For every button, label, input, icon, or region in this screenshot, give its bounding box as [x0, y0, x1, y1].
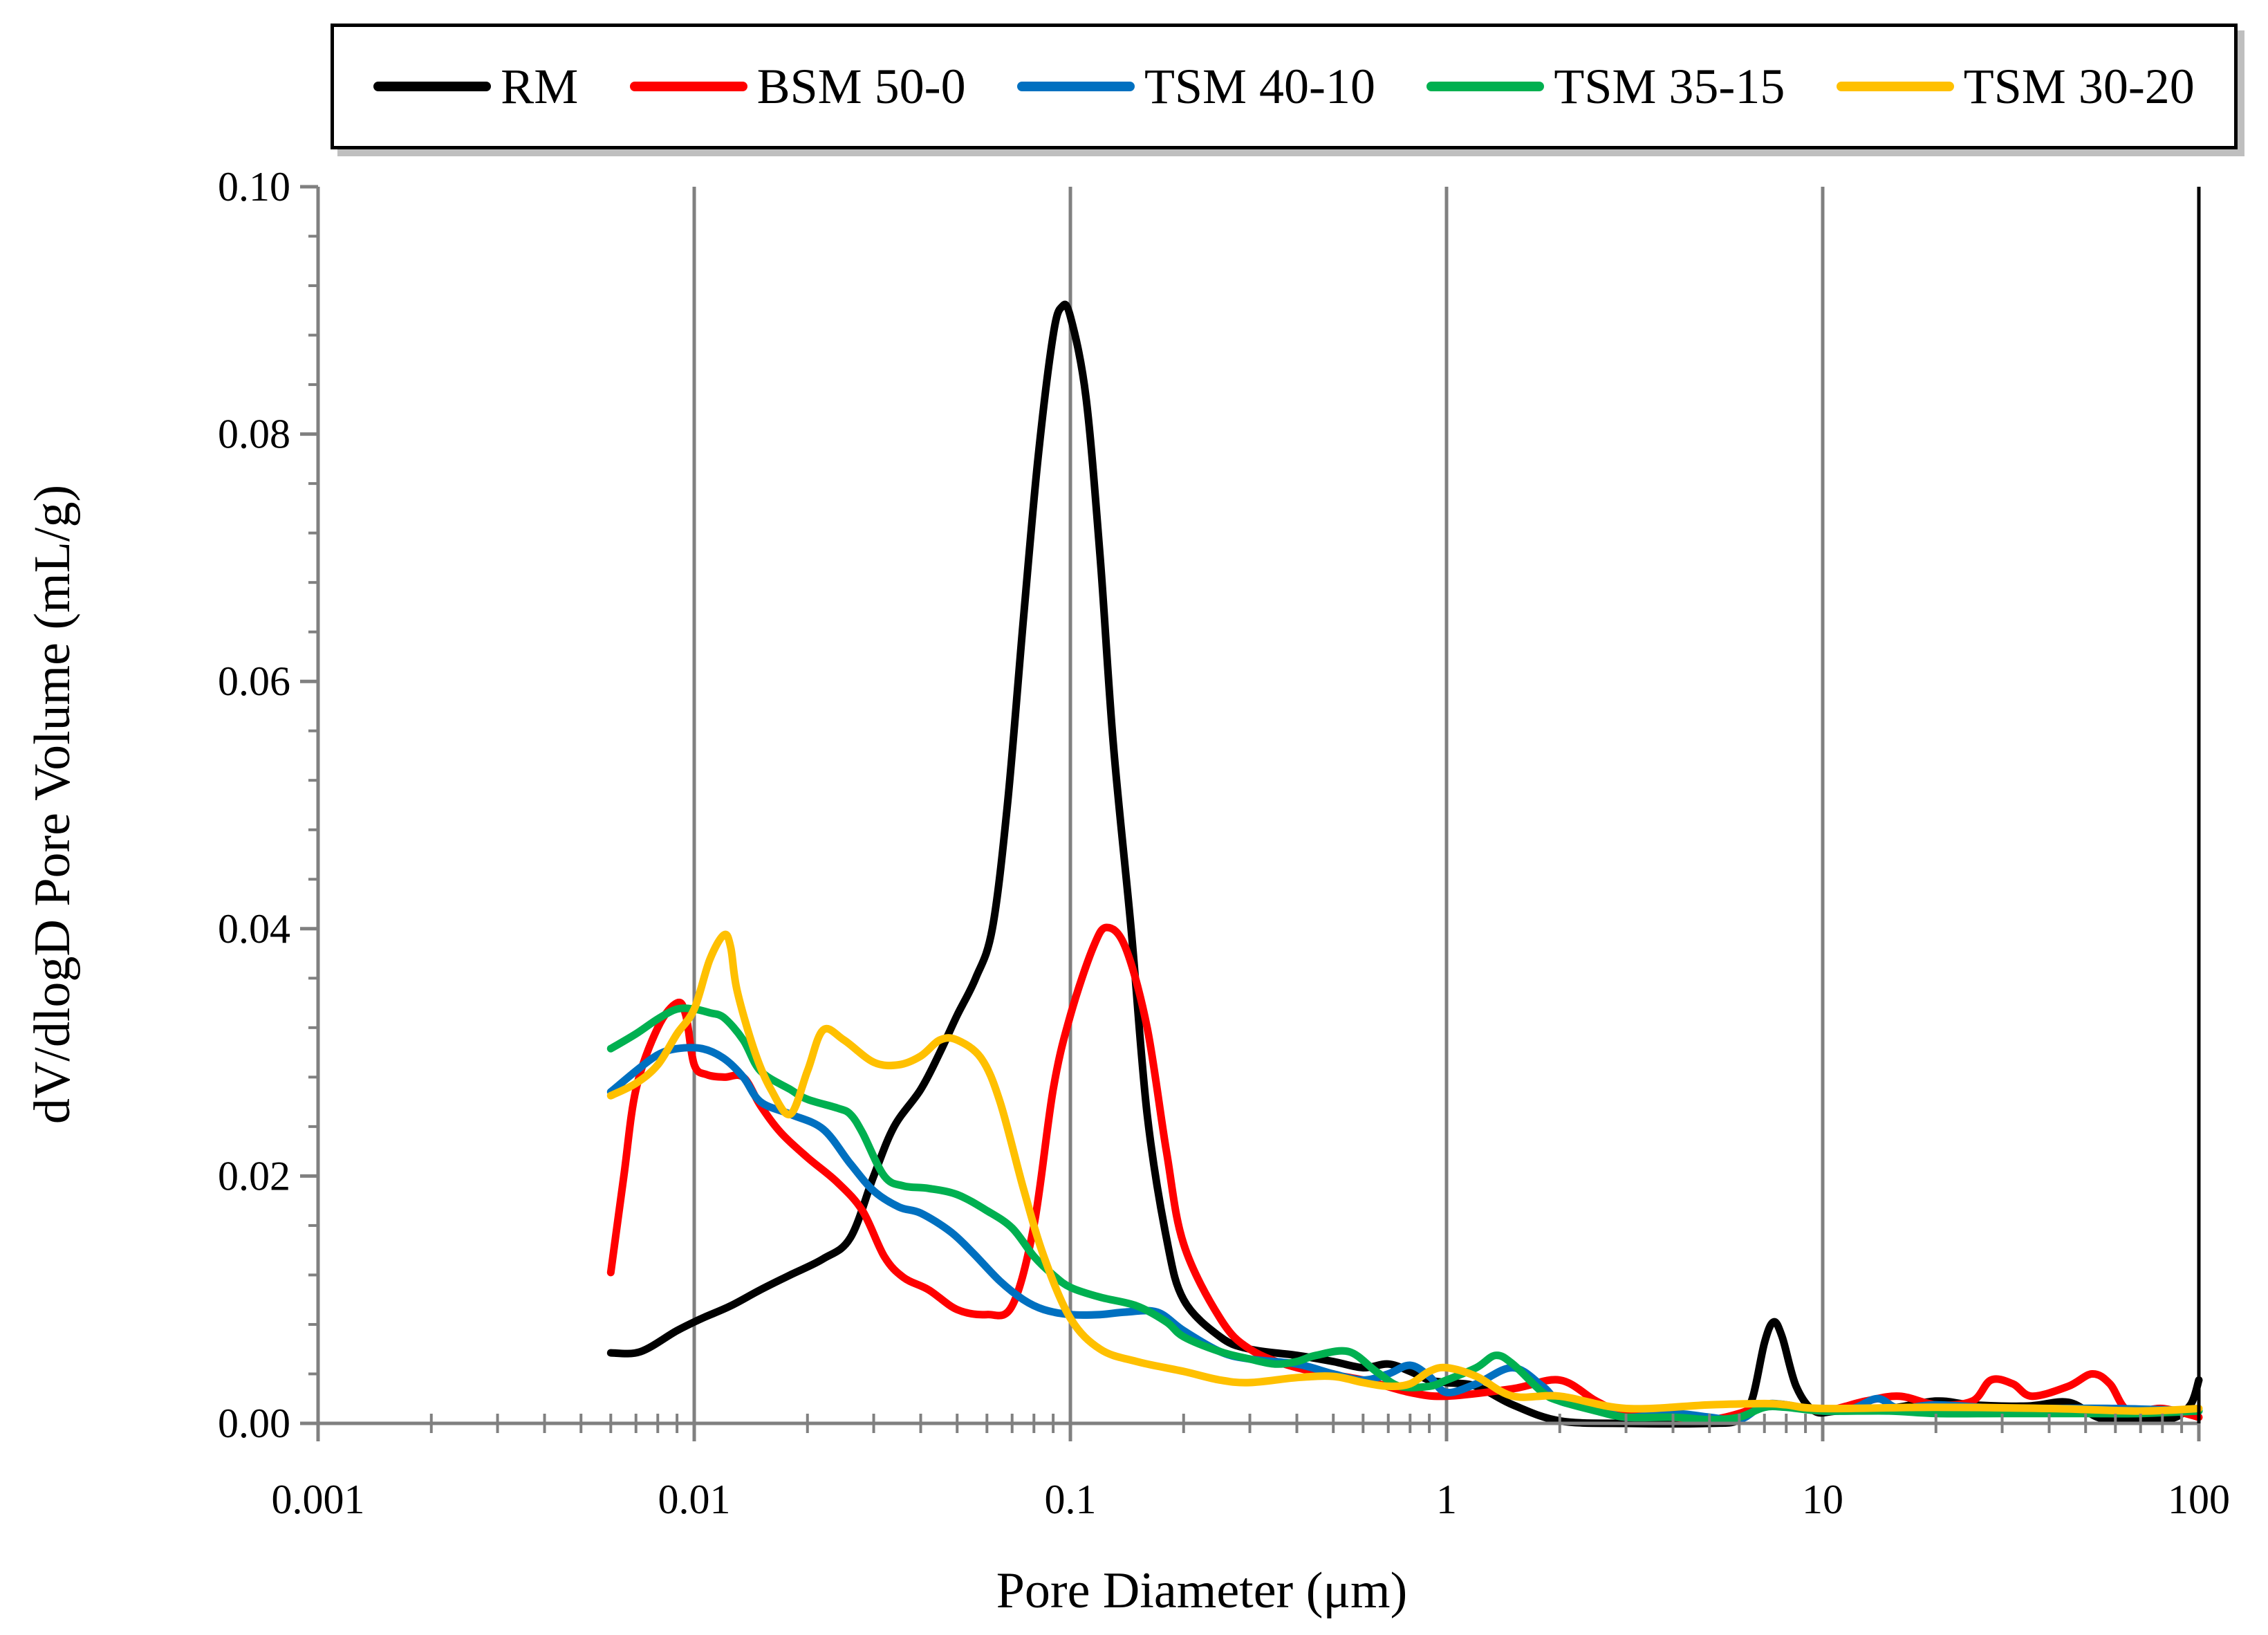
legend-swatch — [1426, 82, 1545, 91]
series-line-bsm-50-0 — [606, 923, 2203, 1424]
x-tick-label: 100 — [2168, 1477, 2230, 1522]
y-tick-label: 0.06 — [218, 658, 290, 704]
grid-lines — [692, 187, 1825, 1423]
legend-item: TSM 40-10 — [1017, 58, 1375, 116]
x-tick-label: 0.001 — [272, 1477, 365, 1522]
y-tick-label: 0.04 — [218, 906, 290, 952]
legend-swatch — [1836, 82, 1954, 91]
x-tick-label: 0.01 — [658, 1477, 731, 1522]
axes: 0.001 0.01 0.1 1 10 100 0.00 0.02 0.04 0.06 0.08 0.… — [218, 164, 2230, 1522]
legend-item: BSM 50-0 — [629, 58, 966, 116]
legend-swatch — [373, 82, 492, 91]
legend-item: TSM 30-20 — [1836, 58, 2195, 116]
legend-label: BSM 50-0 — [756, 58, 966, 114]
x-tick-label: 10 — [1802, 1477, 1843, 1522]
legend-label: RM — [501, 58, 579, 114]
legend-item: TSM 35-15 — [1426, 58, 1785, 116]
series-line-tsm-30-20 — [606, 930, 2203, 1415]
legend-label: TSM 30-20 — [1963, 58, 2195, 114]
series-line-tsm-35-15 — [606, 1004, 2203, 1424]
y-tick-label: 0.02 — [218, 1153, 290, 1199]
x-tick-label: 0.1 — [1045, 1477, 1097, 1522]
legend-swatch — [629, 82, 747, 91]
y-tick-label: 0.10 — [218, 164, 290, 210]
series-line-rm — [606, 300, 2203, 1428]
x-axis-title: Pore Diameter (μm) — [996, 1562, 1407, 1619]
axis-labels: Pore Diameter (μm) dV/dlogD Pore Volume … — [24, 485, 1407, 1619]
y-tick-label: 0.08 — [218, 412, 290, 457]
legend-swatch — [1017, 82, 1135, 91]
legend-label: TSM 40-10 — [1144, 58, 1376, 114]
series-lines — [606, 300, 2203, 1428]
legend-label: TSM 35-15 — [1554, 58, 1785, 114]
x-tick-label: 1 — [1436, 1477, 1457, 1522]
y-tick-label: 0.00 — [218, 1401, 290, 1446]
legend-item: RM — [373, 58, 578, 116]
legend: RM BSM 50-0 TSM 40-10 TSM 35-15 TSM 30-20 — [331, 24, 2238, 149]
y-axis-title: dV/dlogD Pore Volume (mL/g) — [24, 485, 81, 1124]
